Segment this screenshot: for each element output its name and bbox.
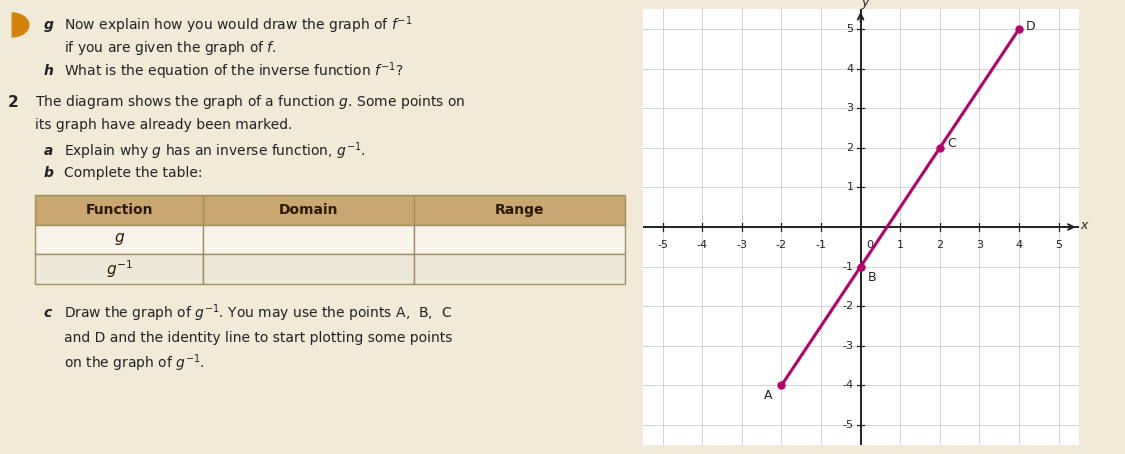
Text: 0: 0 [866, 240, 874, 250]
Text: -2: -2 [776, 240, 787, 250]
Text: C: C [947, 137, 956, 149]
Text: 2: 2 [8, 94, 18, 110]
Text: -1: -1 [843, 262, 854, 271]
Text: -3: -3 [736, 240, 747, 250]
Text: B: B [867, 271, 876, 284]
Text: 3: 3 [976, 240, 983, 250]
Text: 5: 5 [1055, 240, 1062, 250]
Text: Now explain how you would draw the graph of $f^{-1}$: Now explain how you would draw the graph… [64, 14, 413, 36]
Text: Draw the graph of $g^{-1}$. You may use the points A,  B,  C: Draw the graph of $g^{-1}$. You may use … [64, 302, 452, 324]
Text: if you are given the graph of $f$.: if you are given the graph of $f$. [64, 39, 277, 57]
Bar [414, 254, 624, 284]
Text: y: y [862, 0, 870, 9]
Text: Explain why $g$ has an inverse function, $g^{-1}$.: Explain why $g$ has an inverse function,… [64, 140, 366, 162]
Text: $g^{-1}$: $g^{-1}$ [106, 258, 133, 280]
Text: g: g [44, 18, 54, 32]
Text: $g$: $g$ [114, 232, 125, 247]
Text: 5: 5 [846, 24, 854, 34]
Text: -2: -2 [843, 301, 854, 311]
Text: its graph have already been marked.: its graph have already been marked. [35, 118, 292, 132]
Text: on the graph of $g^{-1}$.: on the graph of $g^{-1}$. [64, 352, 205, 374]
Bar [204, 254, 414, 284]
Text: 1: 1 [897, 240, 903, 250]
Bar [414, 195, 624, 225]
Text: Function: Function [86, 203, 153, 217]
Text: Range: Range [495, 203, 544, 217]
Wedge shape [11, 12, 29, 38]
Text: The diagram shows the graph of a function $g$. Some points on: The diagram shows the graph of a functio… [35, 93, 466, 111]
Bar [35, 225, 204, 254]
Bar [204, 195, 414, 225]
Text: -4: -4 [843, 380, 854, 390]
Text: -3: -3 [843, 341, 854, 351]
Text: 4: 4 [1016, 240, 1023, 250]
Text: A: A [764, 389, 772, 402]
Text: c: c [44, 306, 52, 320]
Text: -1: -1 [816, 240, 827, 250]
Text: -4: -4 [696, 240, 708, 250]
Text: 2: 2 [846, 143, 854, 153]
Text: and D and the identity line to start plotting some points: and D and the identity line to start plo… [64, 331, 452, 345]
Bar [35, 254, 204, 284]
Bar [414, 225, 624, 254]
Text: 2: 2 [936, 240, 944, 250]
Text: -5: -5 [657, 240, 668, 250]
Text: -5: -5 [843, 420, 854, 430]
Text: b: b [44, 167, 54, 180]
Text: D: D [1026, 20, 1036, 34]
Text: 4: 4 [846, 64, 854, 74]
Text: 3: 3 [846, 103, 854, 113]
Bar [204, 225, 414, 254]
Bar [35, 195, 204, 225]
Text: x: x [1080, 218, 1088, 232]
Text: Complete the table:: Complete the table: [64, 167, 202, 180]
Text: a: a [44, 144, 53, 158]
Text: h: h [44, 64, 54, 78]
Text: Domain: Domain [279, 203, 339, 217]
Text: 1: 1 [846, 183, 854, 192]
Text: What is the equation of the inverse function $f^{-1}$?: What is the equation of the inverse func… [64, 60, 404, 82]
